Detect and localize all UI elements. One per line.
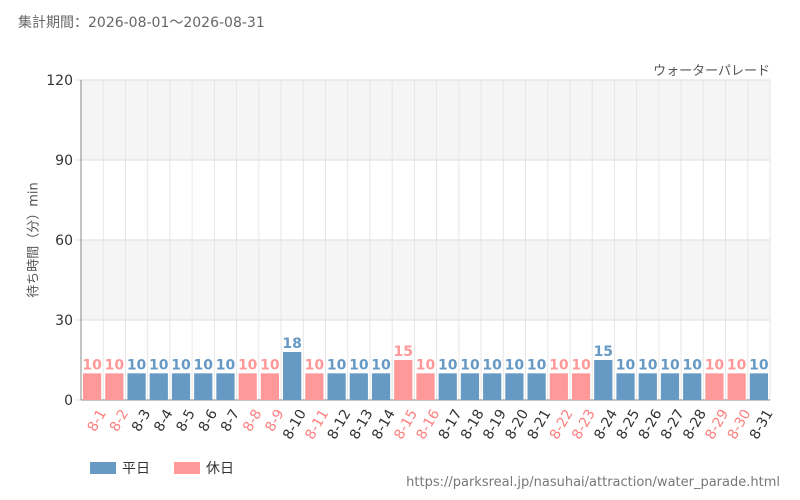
data-label: 18 xyxy=(282,336,301,352)
bar xyxy=(394,360,413,400)
data-label: 10 xyxy=(438,357,458,373)
chart-title: ウォーターパレード xyxy=(653,64,770,79)
bar xyxy=(505,373,524,400)
source-url[interactable]: https://parksreal.jp/nasuhai/attraction/… xyxy=(406,475,780,490)
x-tick-label: 8-2 xyxy=(107,407,132,435)
plot-band xyxy=(81,80,770,160)
bar xyxy=(660,373,680,400)
period-label: 集計期間：2026-08-01～2026-08-31 xyxy=(18,15,265,31)
bar xyxy=(127,373,146,400)
bar xyxy=(527,373,546,400)
y-tick-label: 0 xyxy=(64,393,73,409)
data-label: 10 xyxy=(638,357,658,373)
x-tick-label: 8-1 xyxy=(85,407,110,435)
data-label: 10 xyxy=(216,357,236,373)
data-label: 10 xyxy=(727,357,747,373)
data-label: 10 xyxy=(416,357,436,373)
bar xyxy=(305,373,324,400)
bar xyxy=(105,373,124,400)
bar xyxy=(705,373,724,400)
bar xyxy=(327,373,346,400)
y-tick-label: 120 xyxy=(46,73,73,89)
data-label: 10 xyxy=(482,357,502,373)
x-tick-label: 8-6 xyxy=(196,407,221,435)
bar xyxy=(483,373,502,400)
bar xyxy=(460,373,480,400)
bar xyxy=(149,373,168,400)
bar xyxy=(194,373,213,400)
bar xyxy=(438,373,457,400)
legend-swatch-holiday xyxy=(174,462,200,474)
legend-label-weekday: 平日 xyxy=(122,461,150,477)
x-tick-label: 8-31 xyxy=(747,407,777,443)
plot-band xyxy=(81,160,770,240)
data-label: 15 xyxy=(594,344,613,360)
y-tick-label: 30 xyxy=(55,313,73,329)
x-tick-label: 8-5 xyxy=(173,407,198,435)
data-label: 10 xyxy=(549,357,569,373)
bar xyxy=(683,373,702,400)
data-label: 10 xyxy=(238,357,258,373)
plot-band xyxy=(81,240,770,320)
legend-item-weekday[interactable]: 平日 xyxy=(90,458,150,478)
x-tick-label: 8-8 xyxy=(240,407,265,435)
data-label: 10 xyxy=(749,357,769,373)
x-tick-label: 8-7 xyxy=(218,407,243,435)
data-label: 10 xyxy=(171,357,191,373)
bar xyxy=(283,352,302,400)
bar xyxy=(571,373,591,400)
bar xyxy=(727,373,746,400)
bar xyxy=(171,373,191,400)
bar xyxy=(349,373,368,400)
bar xyxy=(749,373,768,400)
bar xyxy=(238,373,257,400)
bar xyxy=(594,360,613,400)
legend: 平日 休日 xyxy=(90,458,234,478)
legend-item-holiday[interactable]: 休日 xyxy=(174,458,234,478)
data-label: 10 xyxy=(571,357,591,373)
bar xyxy=(416,373,435,400)
data-label: 10 xyxy=(460,357,480,373)
data-label: 15 xyxy=(394,344,413,360)
bar xyxy=(616,373,635,400)
data-label: 10 xyxy=(149,357,169,373)
legend-label-holiday: 休日 xyxy=(206,461,234,477)
bar xyxy=(549,373,568,400)
bar xyxy=(83,373,102,400)
bar xyxy=(371,373,391,400)
data-label: 10 xyxy=(305,357,325,373)
data-label: 10 xyxy=(682,357,702,373)
bar xyxy=(638,373,657,400)
data-label: 10 xyxy=(193,357,213,373)
data-label: 10 xyxy=(349,357,369,373)
data-label: 10 xyxy=(327,357,347,373)
data-label: 10 xyxy=(82,357,102,373)
data-label: 10 xyxy=(371,357,391,373)
bar xyxy=(216,373,235,400)
x-tick-label: 8-3 xyxy=(129,407,154,435)
bar xyxy=(260,373,280,400)
legend-swatch-weekday xyxy=(90,462,116,474)
data-label: 10 xyxy=(127,357,147,373)
data-label: 10 xyxy=(705,357,725,373)
data-label: 10 xyxy=(527,357,547,373)
data-label: 10 xyxy=(505,357,525,373)
data-label: 10 xyxy=(260,357,280,373)
x-tick-label: 8-4 xyxy=(151,407,176,435)
y-tick-label: 60 xyxy=(55,233,73,249)
data-label: 10 xyxy=(660,357,680,373)
data-label: 10 xyxy=(616,357,636,373)
y-tick-label: 90 xyxy=(55,153,73,169)
data-label: 10 xyxy=(105,357,125,373)
